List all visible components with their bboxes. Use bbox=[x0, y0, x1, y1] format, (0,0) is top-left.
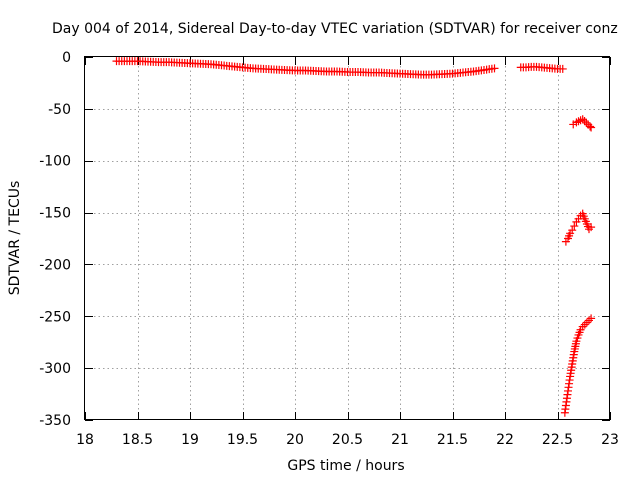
data-points bbox=[112, 57, 596, 417]
data-point bbox=[558, 64, 567, 73]
grid bbox=[85, 57, 610, 420]
data-point bbox=[568, 226, 577, 235]
data-point bbox=[582, 318, 591, 327]
x-axis-tick-labels: 18 18.5 19 19.5 20 20.5 21 21.5 22 22.5 23 bbox=[76, 432, 619, 448]
data-point bbox=[587, 123, 596, 132]
y-tick-label: -350 bbox=[39, 413, 71, 429]
data-point bbox=[490, 64, 499, 73]
x-tick-label: 22 bbox=[496, 432, 514, 448]
data-point bbox=[570, 222, 579, 231]
data-point bbox=[587, 314, 596, 323]
x-tick-label: 21.5 bbox=[437, 432, 468, 448]
data-point bbox=[578, 115, 587, 124]
data-point bbox=[585, 316, 593, 325]
x-tick-label: 21 bbox=[391, 432, 409, 448]
plot-frame bbox=[84, 56, 610, 420]
y-tick-label: 0 bbox=[62, 50, 71, 66]
x-tick-label: 20 bbox=[286, 432, 304, 448]
data-point bbox=[586, 122, 595, 131]
y-tick-label: -50 bbox=[48, 102, 71, 118]
y-axis-label: SDTVAR / TECUs bbox=[7, 181, 23, 296]
x-tick-label: 20.5 bbox=[332, 432, 363, 448]
axis-ticks bbox=[85, 57, 611, 421]
x-axis-label: GPS time / hours bbox=[287, 458, 404, 474]
x-tick-label: 18 bbox=[76, 432, 94, 448]
y-tick-label: -300 bbox=[39, 361, 71, 377]
chart-title: Day 004 of 2014, Sidereal Day-to-day VTE… bbox=[52, 21, 618, 37]
x-tick-label: 18.5 bbox=[122, 432, 153, 448]
x-tick-label: 19 bbox=[181, 432, 199, 448]
y-tick-label: -150 bbox=[39, 206, 71, 222]
x-tick-label: 22.5 bbox=[542, 432, 573, 448]
y-axis-tick-labels: 0 -50 -100 -150 -200 -250 -300 -350 bbox=[39, 50, 71, 429]
data-point bbox=[587, 223, 596, 232]
y-tick-label: -200 bbox=[39, 257, 71, 273]
data-point bbox=[580, 320, 589, 329]
y-tick-label: -250 bbox=[39, 309, 71, 325]
data-point bbox=[582, 118, 591, 127]
data-point bbox=[580, 117, 589, 126]
x-tick-label: 23 bbox=[601, 432, 619, 448]
y-tick-label: -100 bbox=[39, 154, 71, 170]
x-tick-label: 19.5 bbox=[227, 432, 258, 448]
